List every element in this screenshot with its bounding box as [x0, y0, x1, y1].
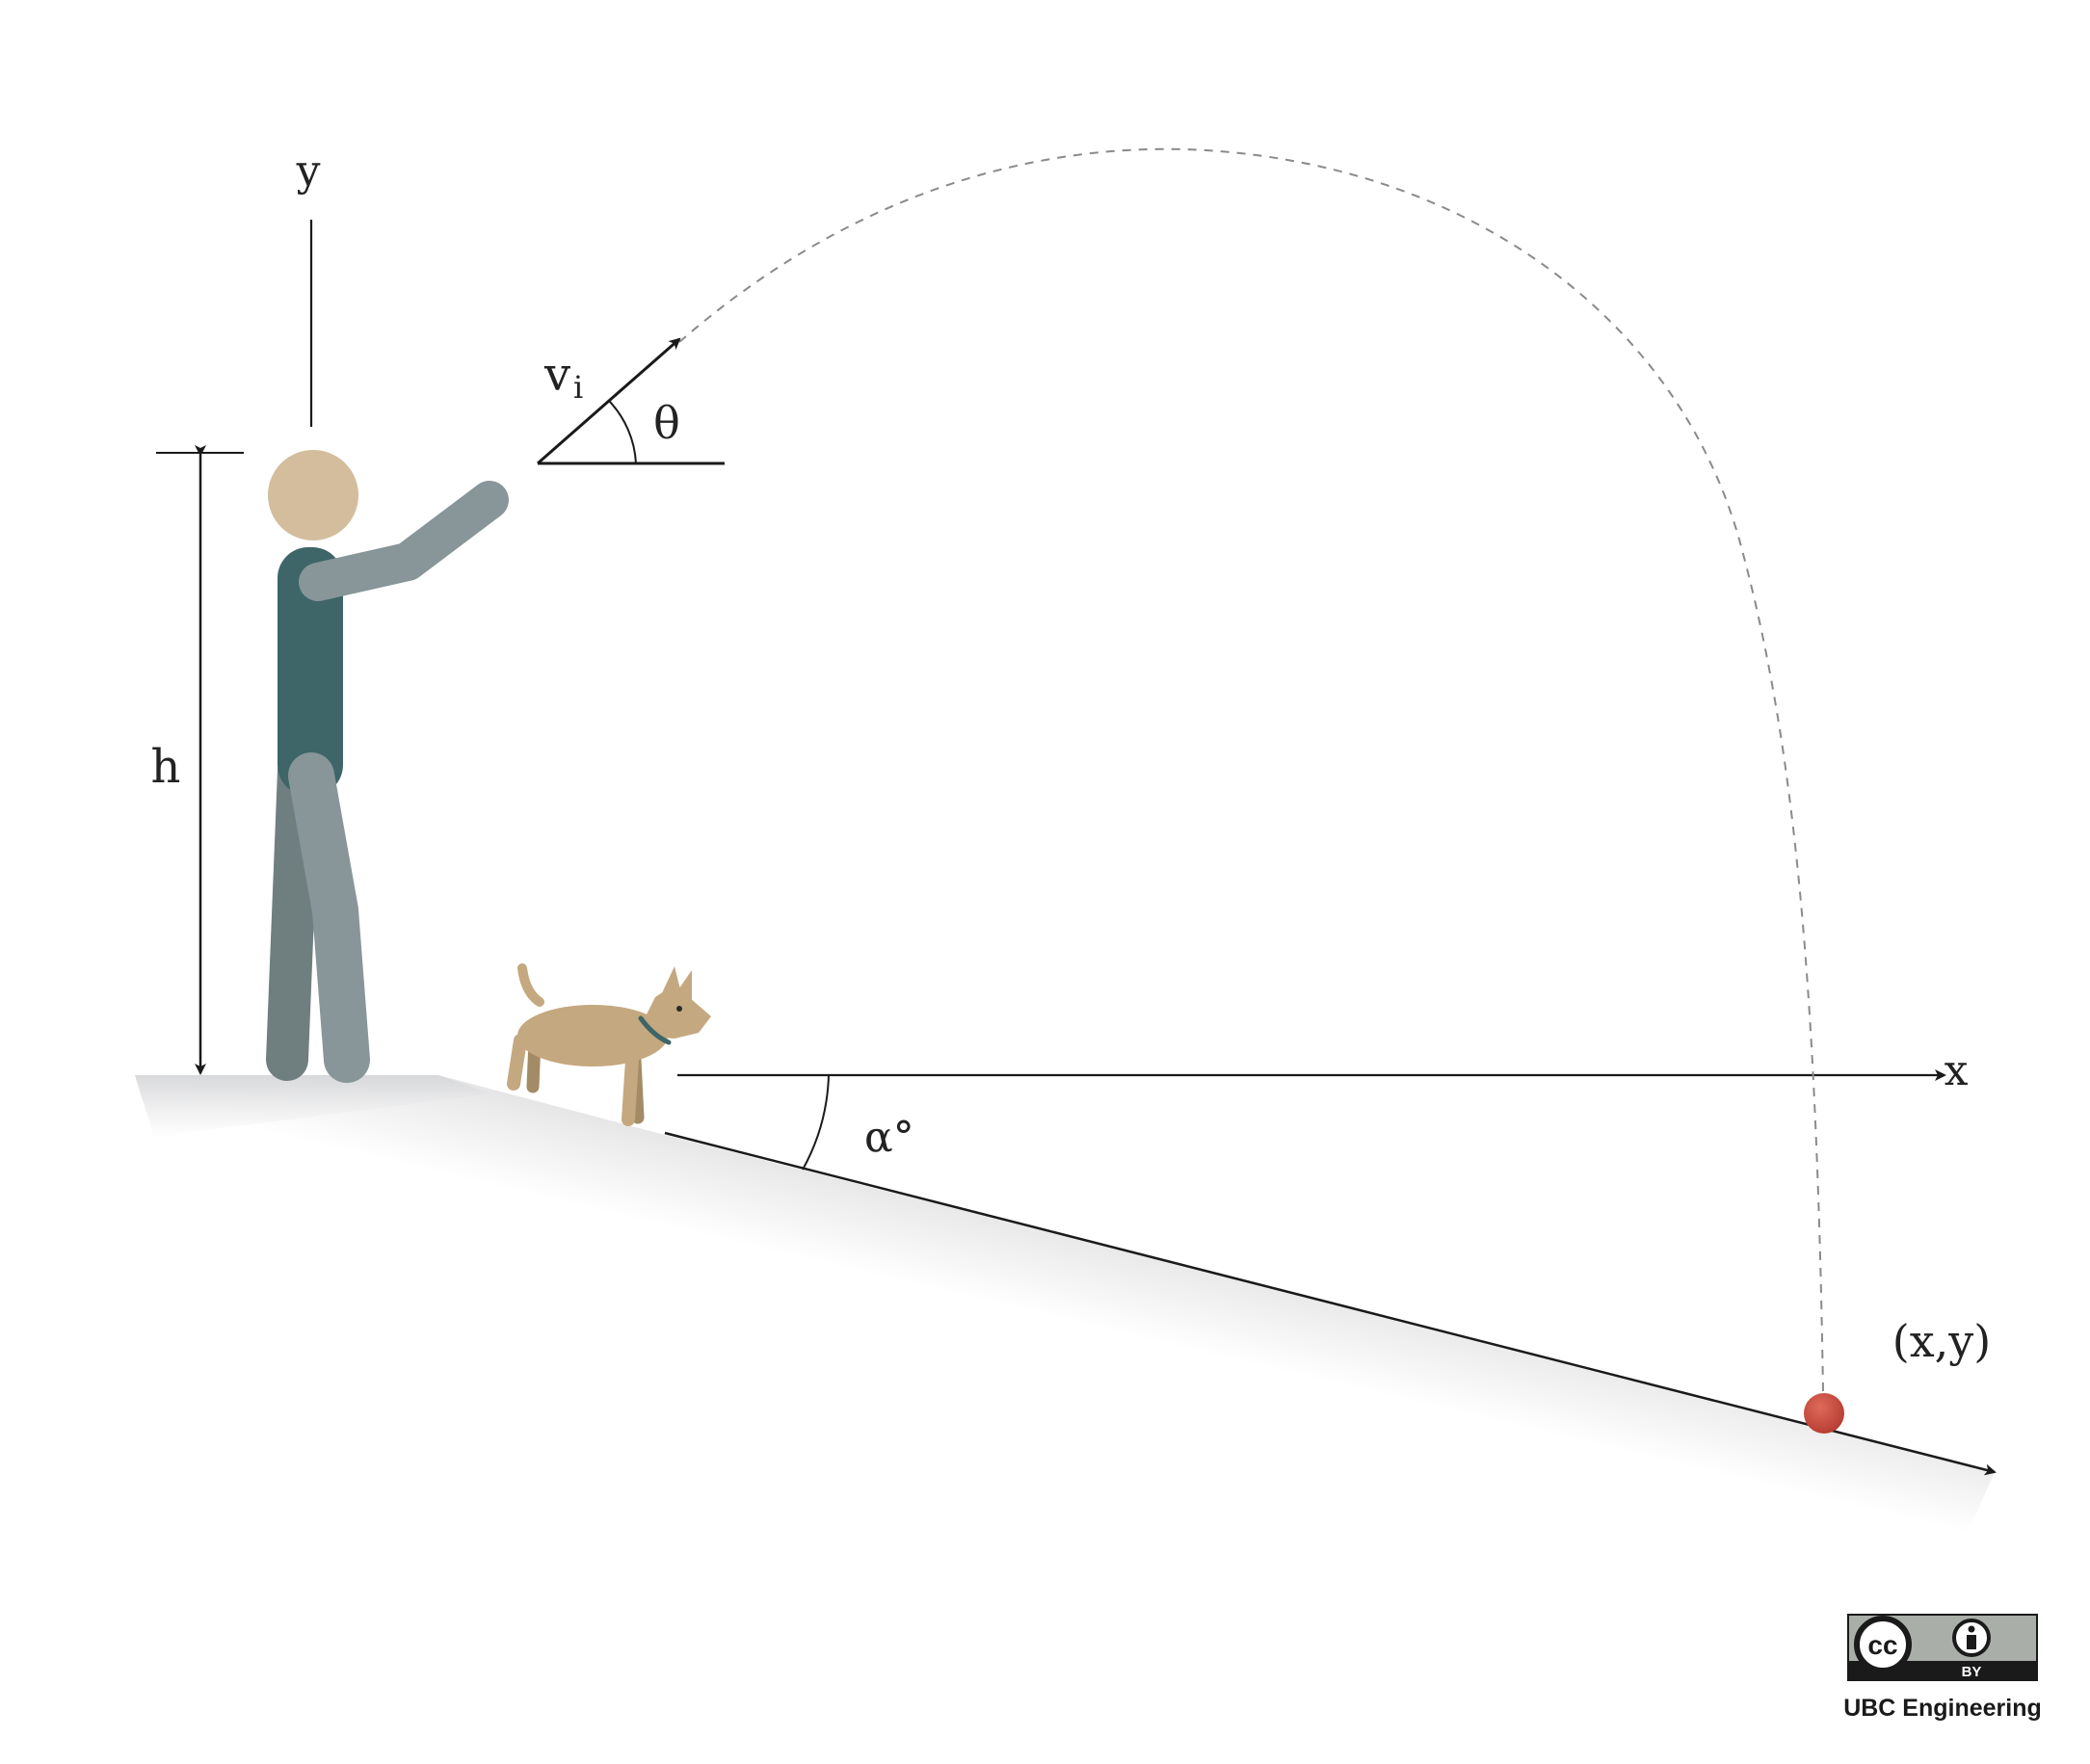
- x-axis-label: x: [1944, 1046, 1969, 1095]
- license-badge: cc BY: [1847, 1614, 2038, 1681]
- person-figure: [266, 450, 509, 1083]
- height-label: h: [151, 740, 181, 794]
- dog-collar: [638, 1015, 672, 1045]
- landing-point-label: (x,y): [1892, 1315, 1991, 1367]
- person-front-leg: [288, 752, 370, 1083]
- trajectory-path: [678, 147, 1824, 1393]
- credit-text: UBC Engineering: [1843, 1695, 2042, 1722]
- alpha-label: α°: [864, 1113, 914, 1162]
- badge-by-text: BY: [1962, 1664, 1982, 1680]
- velocity-label: v: [543, 348, 570, 402]
- person-arm: [299, 481, 509, 601]
- height-dimension: [156, 445, 244, 1075]
- person-torso: [278, 547, 343, 796]
- svg-text:cc: cc: [1867, 1630, 1897, 1660]
- ground-platform: [135, 1075, 1995, 1580]
- alpha-arc: [802, 1074, 830, 1171]
- ground-top: [135, 1075, 491, 1137]
- cc-icon: cc: [1854, 1616, 1912, 1673]
- velocity-subscript: i: [573, 369, 583, 406]
- velocity-vector: [537, 337, 725, 465]
- dog-figure: [507, 963, 711, 1126]
- person-head: [268, 450, 358, 540]
- y-axis-label: y: [296, 146, 321, 196]
- slope-line: [664, 1131, 1997, 1476]
- attribution-icon: [1952, 1619, 1991, 1657]
- ground: [135, 1075, 1997, 1580]
- ball: [1804, 1393, 1844, 1434]
- dog-eye: [676, 1006, 682, 1012]
- theta-label: θ: [653, 397, 680, 449]
- theta-arc: [608, 400, 637, 464]
